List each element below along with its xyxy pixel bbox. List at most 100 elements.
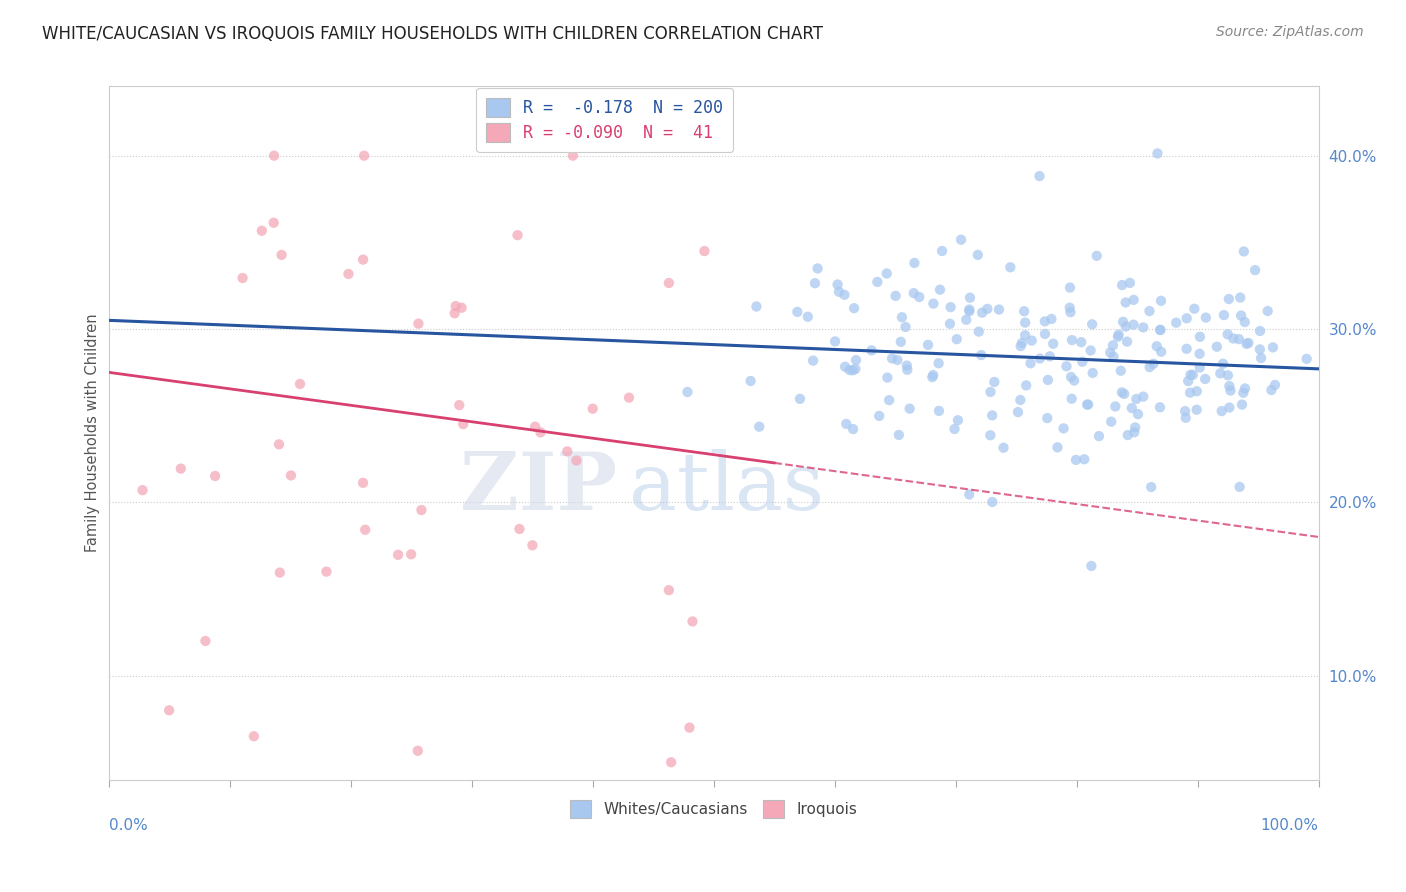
Point <box>929 283 952 297</box>
Point <box>1114 387 1136 401</box>
Point <box>1188 330 1211 344</box>
Point <box>1011 335 1033 350</box>
Point <box>967 325 990 339</box>
Point <box>1010 339 1032 353</box>
Point <box>406 744 429 758</box>
Point <box>842 301 865 315</box>
Point <box>443 306 465 320</box>
Point <box>1177 374 1199 388</box>
Point <box>1029 351 1052 366</box>
Point <box>896 359 918 373</box>
Point <box>1216 327 1239 342</box>
Point <box>931 244 953 258</box>
Point <box>1149 323 1171 337</box>
Point <box>449 398 471 412</box>
Point <box>1116 334 1139 349</box>
Point <box>842 363 865 377</box>
Point <box>970 306 993 320</box>
Point <box>740 374 762 388</box>
Point <box>1218 379 1240 393</box>
Point <box>1149 323 1171 337</box>
Point <box>352 475 374 490</box>
Point <box>1021 334 1043 348</box>
Point <box>890 334 912 349</box>
Point <box>1222 332 1244 346</box>
Point <box>1080 558 1102 573</box>
Point <box>337 267 360 281</box>
Point <box>828 285 851 299</box>
Point <box>981 495 1004 509</box>
Point <box>921 370 943 384</box>
Point <box>993 441 1015 455</box>
Point <box>804 276 827 290</box>
Point <box>1188 360 1211 375</box>
Point <box>659 756 682 770</box>
Point <box>506 228 529 243</box>
Point <box>658 276 681 290</box>
Point <box>1175 311 1198 326</box>
Point <box>1080 343 1102 358</box>
Point <box>786 305 808 319</box>
Point <box>1236 336 1258 351</box>
Point <box>1230 398 1253 412</box>
Point <box>1185 402 1208 417</box>
Point <box>827 277 849 292</box>
Point <box>1052 421 1074 435</box>
Point <box>845 353 868 368</box>
Point <box>263 216 285 230</box>
Point <box>1010 392 1032 407</box>
Point <box>451 417 474 431</box>
Point <box>1229 291 1251 305</box>
Point <box>1019 356 1042 370</box>
Point <box>1249 343 1271 357</box>
Point <box>263 149 285 163</box>
Point <box>1076 398 1098 412</box>
Point <box>1081 366 1104 380</box>
Point <box>315 565 337 579</box>
Point <box>617 391 640 405</box>
Point <box>928 404 950 418</box>
Point <box>1150 293 1173 308</box>
Point <box>877 393 900 408</box>
Point <box>1209 367 1232 381</box>
Point <box>1194 372 1216 386</box>
Point <box>835 417 858 431</box>
Point <box>1205 340 1227 354</box>
Point <box>1115 319 1137 334</box>
Point <box>1088 429 1111 443</box>
Point <box>269 566 291 580</box>
Point <box>1146 146 1168 161</box>
Point <box>1036 411 1059 425</box>
Point <box>157 703 180 717</box>
Point <box>1150 344 1173 359</box>
Point <box>1109 364 1132 378</box>
Point <box>1216 368 1239 383</box>
Point <box>1115 295 1137 310</box>
Point <box>232 271 254 285</box>
Point <box>939 317 962 331</box>
Point <box>1233 315 1256 329</box>
Point <box>903 256 925 270</box>
Point <box>353 149 375 163</box>
Point <box>1081 318 1104 332</box>
Point <box>522 538 544 552</box>
Point <box>243 729 266 743</box>
Point <box>676 384 699 399</box>
Point <box>508 522 530 536</box>
Point <box>565 453 588 467</box>
Point <box>1233 244 1256 259</box>
Point <box>1014 316 1036 330</box>
Legend: Whites/Caucasians, Iroquois: Whites/Caucasians, Iroquois <box>564 794 863 824</box>
Point <box>966 248 988 262</box>
Point <box>976 301 998 316</box>
Point <box>1015 378 1038 392</box>
Point <box>411 503 433 517</box>
Point <box>1185 384 1208 399</box>
Point <box>1166 316 1188 330</box>
Point <box>842 422 865 436</box>
Text: 100.0%: 100.0% <box>1261 818 1319 833</box>
Point <box>1059 305 1081 319</box>
Point <box>678 721 700 735</box>
Point <box>898 401 921 416</box>
Point <box>1007 405 1029 419</box>
